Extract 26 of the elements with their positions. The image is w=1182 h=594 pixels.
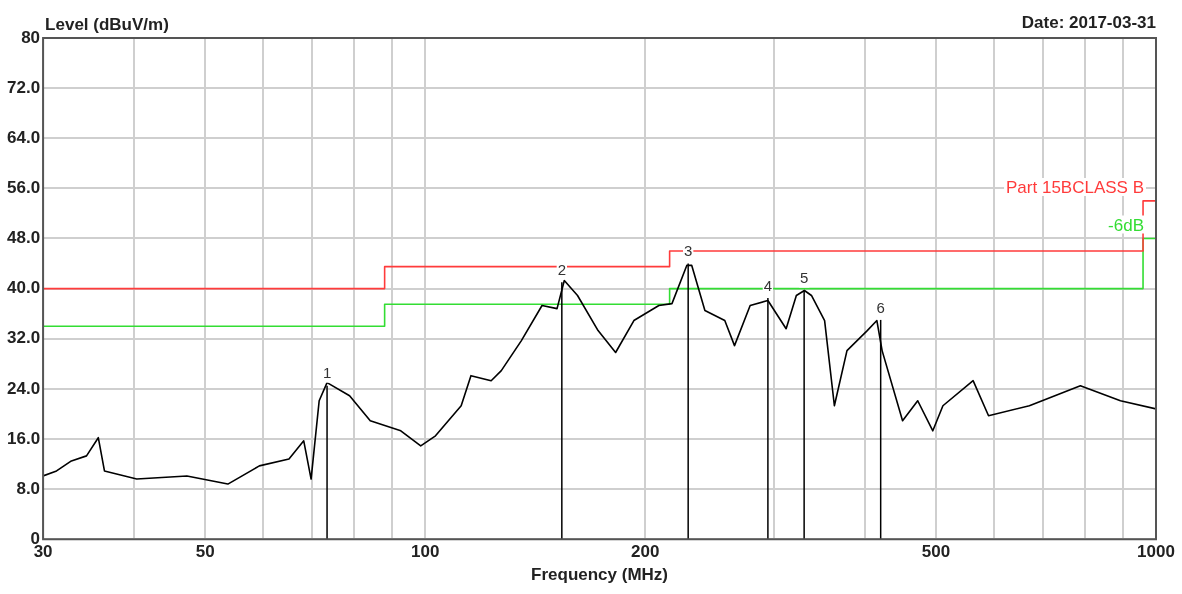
y-tick-label: 40.0 <box>6 278 41 298</box>
series-label: Part 15BCLASS B <box>1006 178 1144 198</box>
x-axis-title: Frequency (MHz) <box>531 565 669 585</box>
x-tick-label: 200 <box>631 542 660 562</box>
y-tick-label: 8.0 <box>16 478 41 498</box>
x-tick-label: 500 <box>921 542 951 562</box>
text: Date: 2017-03-31 <box>1021 13 1156 33</box>
annotation: 5 <box>799 269 809 287</box>
annotation: 1 <box>322 364 332 382</box>
annotation: 4 <box>763 276 773 294</box>
x-tick-label: 50 <box>195 542 215 562</box>
y-tick-label: 48.0 <box>6 228 41 248</box>
annotation: 2 <box>557 260 566 278</box>
y-tick-label: 24.0 <box>6 378 41 398</box>
y-tick-label: 56.0 <box>6 178 41 198</box>
series-label: -6dB <box>1108 215 1144 235</box>
y-axis-title: Level (dBuV/m) <box>45 15 169 35</box>
y-tick-label: 72.0 <box>6 77 41 97</box>
x-tick-label: 100 <box>411 542 440 562</box>
y-tick-label: 16.0 <box>6 428 41 448</box>
annotation: 6 <box>876 298 885 316</box>
annotation: 3 <box>684 242 693 260</box>
x-tick-label: 1000 <box>1137 542 1175 562</box>
y-tick-label: 64.0 <box>6 127 41 147</box>
y-tick-label: 80 <box>21 27 41 47</box>
y-tick-label: 32.0 <box>6 328 41 348</box>
